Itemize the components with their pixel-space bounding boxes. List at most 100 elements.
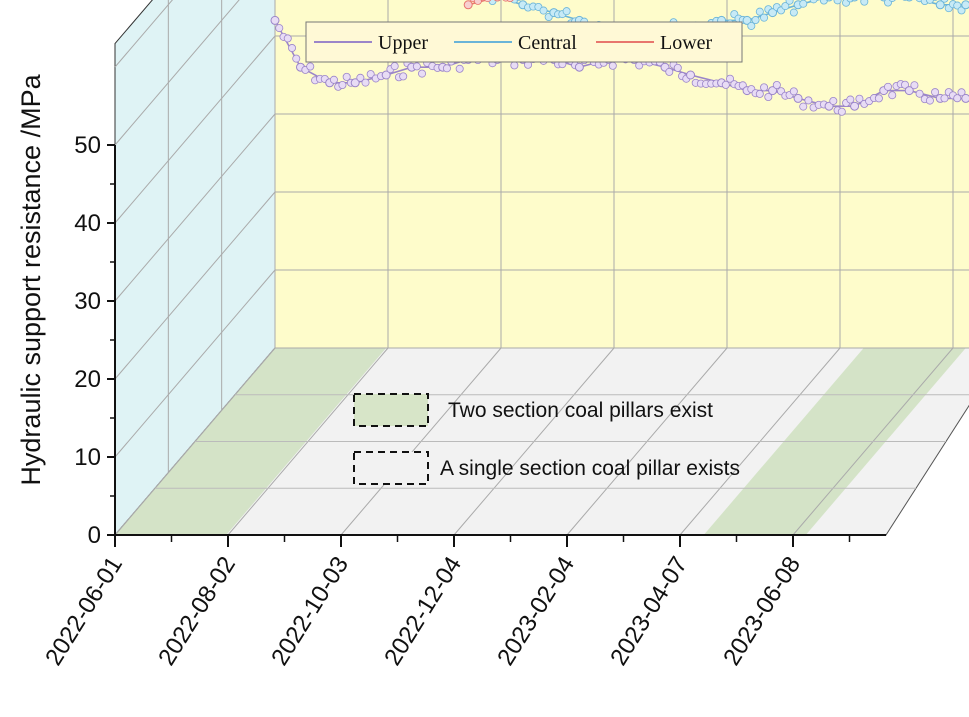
data-point-central — [760, 13, 769, 22]
x-tick-label: 2022-06-01 — [40, 552, 128, 670]
floor-legend-swatch — [353, 451, 429, 485]
data-point-central — [842, 0, 851, 7]
data-point-upper — [338, 81, 347, 90]
data-point-upper — [399, 72, 408, 81]
data-point-upper — [829, 96, 838, 105]
data-point-upper — [608, 61, 617, 70]
data-point-upper — [726, 74, 735, 83]
legend-label-lower: Lower — [660, 32, 713, 54]
data-point-central — [516, 0, 522, 1]
left-grid-line-h — [114, 113, 276, 302]
y-tick-label: 30 — [74, 288, 101, 315]
data-point-upper — [306, 62, 315, 71]
left-grid-line-h — [114, 0, 240, 146]
data-point-central — [789, 8, 798, 17]
data-point-central — [785, 0, 794, 5]
data-point-upper — [953, 94, 962, 103]
data-point-central — [562, 7, 571, 16]
y-tick-label: 10 — [74, 444, 101, 471]
data-point-upper — [768, 86, 778, 96]
y-tick-label: 40 — [74, 210, 101, 237]
data-point-lower — [484, 0, 492, 3]
data-point-central — [833, 0, 842, 5]
data-point-upper — [342, 72, 351, 81]
data-point-lower — [463, 0, 473, 10]
y-tick-label: 20 — [74, 366, 101, 393]
data-point-central — [888, 0, 896, 2]
data-point-central — [961, 0, 969, 10]
data-point-lower — [473, 0, 482, 5]
data-point-central — [860, 0, 869, 6]
left-grid-line-h — [114, 191, 276, 380]
data-point-upper — [910, 81, 919, 90]
data-point-upper — [275, 24, 284, 33]
data-point-upper — [329, 75, 338, 84]
data-point-central — [809, 0, 818, 4]
data-point-upper — [804, 96, 813, 105]
legend-label-upper: Upper — [378, 32, 428, 54]
data-point-upper — [366, 70, 375, 79]
floor-legend-label: Two section coal pillars exist — [448, 399, 713, 422]
data-point-upper — [957, 88, 966, 97]
data-point-central — [755, 7, 764, 16]
data-point-upper — [883, 82, 892, 91]
data-point-central — [742, 15, 752, 25]
left-grid-line-h — [114, 0, 173, 68]
legend-box — [305, 21, 743, 63]
data-point-upper — [442, 64, 451, 73]
data-point-upper — [764, 92, 773, 101]
data-point-upper — [772, 80, 781, 89]
data-point-central — [539, 6, 548, 15]
data-point-upper — [760, 83, 769, 92]
data-point-upper — [418, 69, 427, 78]
data-point-central — [905, 0, 913, 2]
y-tick-label: 50 — [74, 132, 101, 159]
legend-label-central: Central — [518, 32, 577, 54]
data-point-upper — [455, 64, 464, 73]
x-tick-label: 2022-10-03 — [266, 552, 354, 670]
data-point-upper — [837, 107, 846, 116]
x-tick-label: 2023-06-08 — [718, 552, 806, 670]
data-point-upper — [901, 80, 910, 89]
data-point-upper — [755, 89, 764, 98]
data-point-central — [925, 0, 934, 4]
data-point-upper — [793, 93, 803, 103]
data-point-upper — [686, 70, 696, 80]
x-tick-label: 2022-08-02 — [153, 552, 241, 670]
y-axis-label: Hydraulic support resistance /MPa — [16, 73, 46, 485]
data-point-upper — [673, 63, 682, 72]
data-point-upper — [799, 102, 808, 111]
data-point-upper — [350, 78, 360, 88]
data-point-central — [825, 0, 833, 2]
data-point-upper — [789, 87, 798, 96]
legend-layer: Upper Central Lower — [305, 21, 743, 63]
x-tick-label: 2022-12-04 — [379, 552, 467, 670]
floor-legend-label: A single section coal pillar exists — [440, 457, 740, 480]
y-tick-label: 0 — [88, 522, 101, 549]
data-point-upper — [381, 70, 391, 80]
data-point-upper — [574, 62, 584, 72]
left-grid-line-h — [114, 269, 276, 458]
data-point-upper — [390, 62, 399, 71]
data-point-central — [799, 0, 808, 8]
data-point-upper — [721, 80, 730, 89]
x-tick-label: 2023-04-07 — [605, 552, 693, 670]
data-point-upper — [931, 88, 940, 97]
data-point-central — [883, 0, 892, 7]
data-point-upper — [855, 94, 864, 103]
data-point-upper — [510, 61, 519, 70]
data-point-upper — [361, 78, 370, 87]
data-point-upper — [874, 94, 883, 103]
data-point-upper — [356, 73, 365, 82]
data-point-central — [751, 16, 760, 25]
data-point-upper — [846, 95, 855, 104]
data-point-upper — [850, 101, 860, 111]
floor-legend-layer: Two section coal pillars exist A single s… — [353, 393, 740, 485]
data-point-upper — [292, 54, 301, 63]
grid-layer — [114, 0, 969, 536]
x-tick-label: 2023-02-04 — [492, 552, 580, 670]
data-point-upper — [412, 62, 421, 71]
panel-layer — [113, 0, 969, 537]
data-point-lower — [480, 0, 486, 2]
